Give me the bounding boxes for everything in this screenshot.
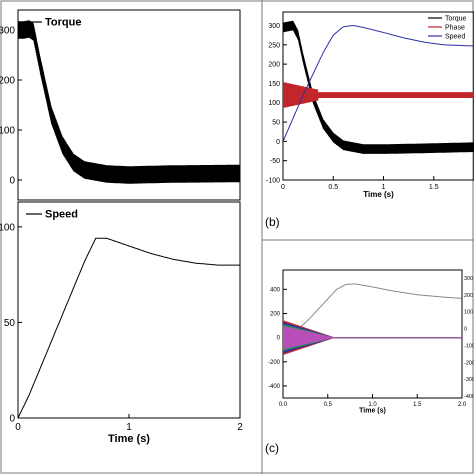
right-y-tick-label-c: 300 bbox=[464, 276, 473, 282]
x-tick-label-c: 1.5 bbox=[413, 402, 422, 408]
x-tick-label-a-bottom: 2 bbox=[237, 422, 243, 433]
x-tick-label-a-bottom: 0 bbox=[15, 422, 21, 433]
y-tick-label-c: -400 bbox=[268, 384, 281, 390]
y-tick-label-a-top: 100 bbox=[0, 126, 15, 137]
chart-a-bottom: 0 50 100 0 1 2 Time (s) Speed bbox=[0, 201, 243, 445]
y-tick-label-a-top: 0 bbox=[9, 176, 15, 187]
right-y-tick-label-c: -300 bbox=[464, 377, 474, 383]
x-tick-label-b: 1 bbox=[382, 184, 386, 191]
y-tick-label-b: 250 bbox=[268, 42, 280, 49]
legend-label-b: Phase bbox=[445, 24, 465, 31]
x-axis-label-b: Time (s) bbox=[363, 190, 394, 199]
chart-c: -400 -200 0 200 400 0.0 0.5 1.0 1.5 2.0 300 200 100 0… bbox=[268, 269, 474, 414]
y-tick-label-c: 200 bbox=[270, 312, 281, 318]
right-y-tick-label-c: -100 bbox=[464, 343, 474, 349]
y-tick-label-c: 0 bbox=[277, 336, 281, 342]
x-tick-label-b: 0 bbox=[281, 184, 285, 191]
legend-label-b: Speed bbox=[445, 33, 465, 40]
right-y-tick-label-c: -200 bbox=[464, 360, 474, 366]
series-line-b-2 bbox=[283, 25, 474, 142]
x-tick-label-c: 1.0 bbox=[368, 402, 377, 408]
series-line-c-4 bbox=[283, 325, 462, 350]
series-line-b-0 bbox=[283, 20, 474, 154]
panel-c-label: (c) bbox=[265, 441, 279, 455]
x-tick-label-c: 0.0 bbox=[279, 402, 288, 408]
y-tick-label-a-bottom: 0 bbox=[9, 414, 15, 425]
x-tick-label-b: 1.5 bbox=[429, 184, 439, 191]
right-y-tick-label-c: 100 bbox=[464, 310, 473, 316]
legend-label-b: Torque bbox=[445, 15, 467, 22]
x-axis-label-a-bottom: Time (s) bbox=[108, 433, 150, 445]
right-y-tick-label-c: 0 bbox=[464, 327, 467, 333]
series-line-c-0 bbox=[283, 283, 462, 339]
y-tick-label-b: 300 bbox=[268, 23, 280, 30]
y-tick-label-b: -100 bbox=[266, 177, 280, 184]
series-line-c-3 bbox=[283, 324, 462, 352]
x-axis-label-c: Time (s) bbox=[359, 407, 386, 414]
plot-frame-a-top bbox=[17, 9, 241, 201]
y-tick-label-a-top: 200 bbox=[0, 76, 15, 87]
y-tick-label-b: 200 bbox=[268, 62, 280, 69]
y-tick-label-a-top: 300 bbox=[0, 26, 15, 37]
right-y-tick-label-c: -400 bbox=[464, 394, 474, 400]
y-tick-label-a-bottom: 100 bbox=[0, 222, 15, 233]
series-line-c-2 bbox=[283, 322, 462, 354]
x-tick-label-a-bottom: 1 bbox=[126, 422, 132, 433]
y-tick-label-a-bottom: 50 bbox=[4, 318, 16, 329]
x-tick-label-b: 0.5 bbox=[328, 184, 338, 191]
series-line-a-top-0 bbox=[18, 20, 240, 184]
y-tick-label-b: 50 bbox=[272, 120, 280, 127]
chart-a-top: 0 100 200 300 Torque bbox=[0, 9, 241, 201]
series-line-a-bottom-0 bbox=[18, 237, 240, 418]
y-tick-label-b: 0 bbox=[276, 139, 280, 146]
panel-b-label: (b) bbox=[265, 215, 280, 229]
x-tick-label-c: 2.0 bbox=[458, 402, 467, 408]
chart-b: -100 -50 0 50 100 150 200 250 300 0 0.5 1 1.5 Time (s… bbox=[266, 11, 474, 199]
right-y-tick-label-c: 200 bbox=[464, 293, 473, 299]
legend-label-a-bottom: Speed bbox=[45, 209, 78, 221]
y-tick-label-b: -50 bbox=[270, 158, 280, 165]
y-tick-label-c: 400 bbox=[270, 287, 281, 293]
y-tick-label-b: 100 bbox=[268, 100, 280, 107]
plot-frame-a-bottom bbox=[17, 201, 241, 419]
y-tick-label-b: 150 bbox=[268, 81, 280, 88]
series-line-b-1 bbox=[283, 82, 474, 109]
x-tick-label-c: 0.5 bbox=[324, 402, 333, 408]
legend-label-a-top: Torque bbox=[45, 17, 81, 29]
y-tick-label-c: -200 bbox=[268, 360, 281, 366]
